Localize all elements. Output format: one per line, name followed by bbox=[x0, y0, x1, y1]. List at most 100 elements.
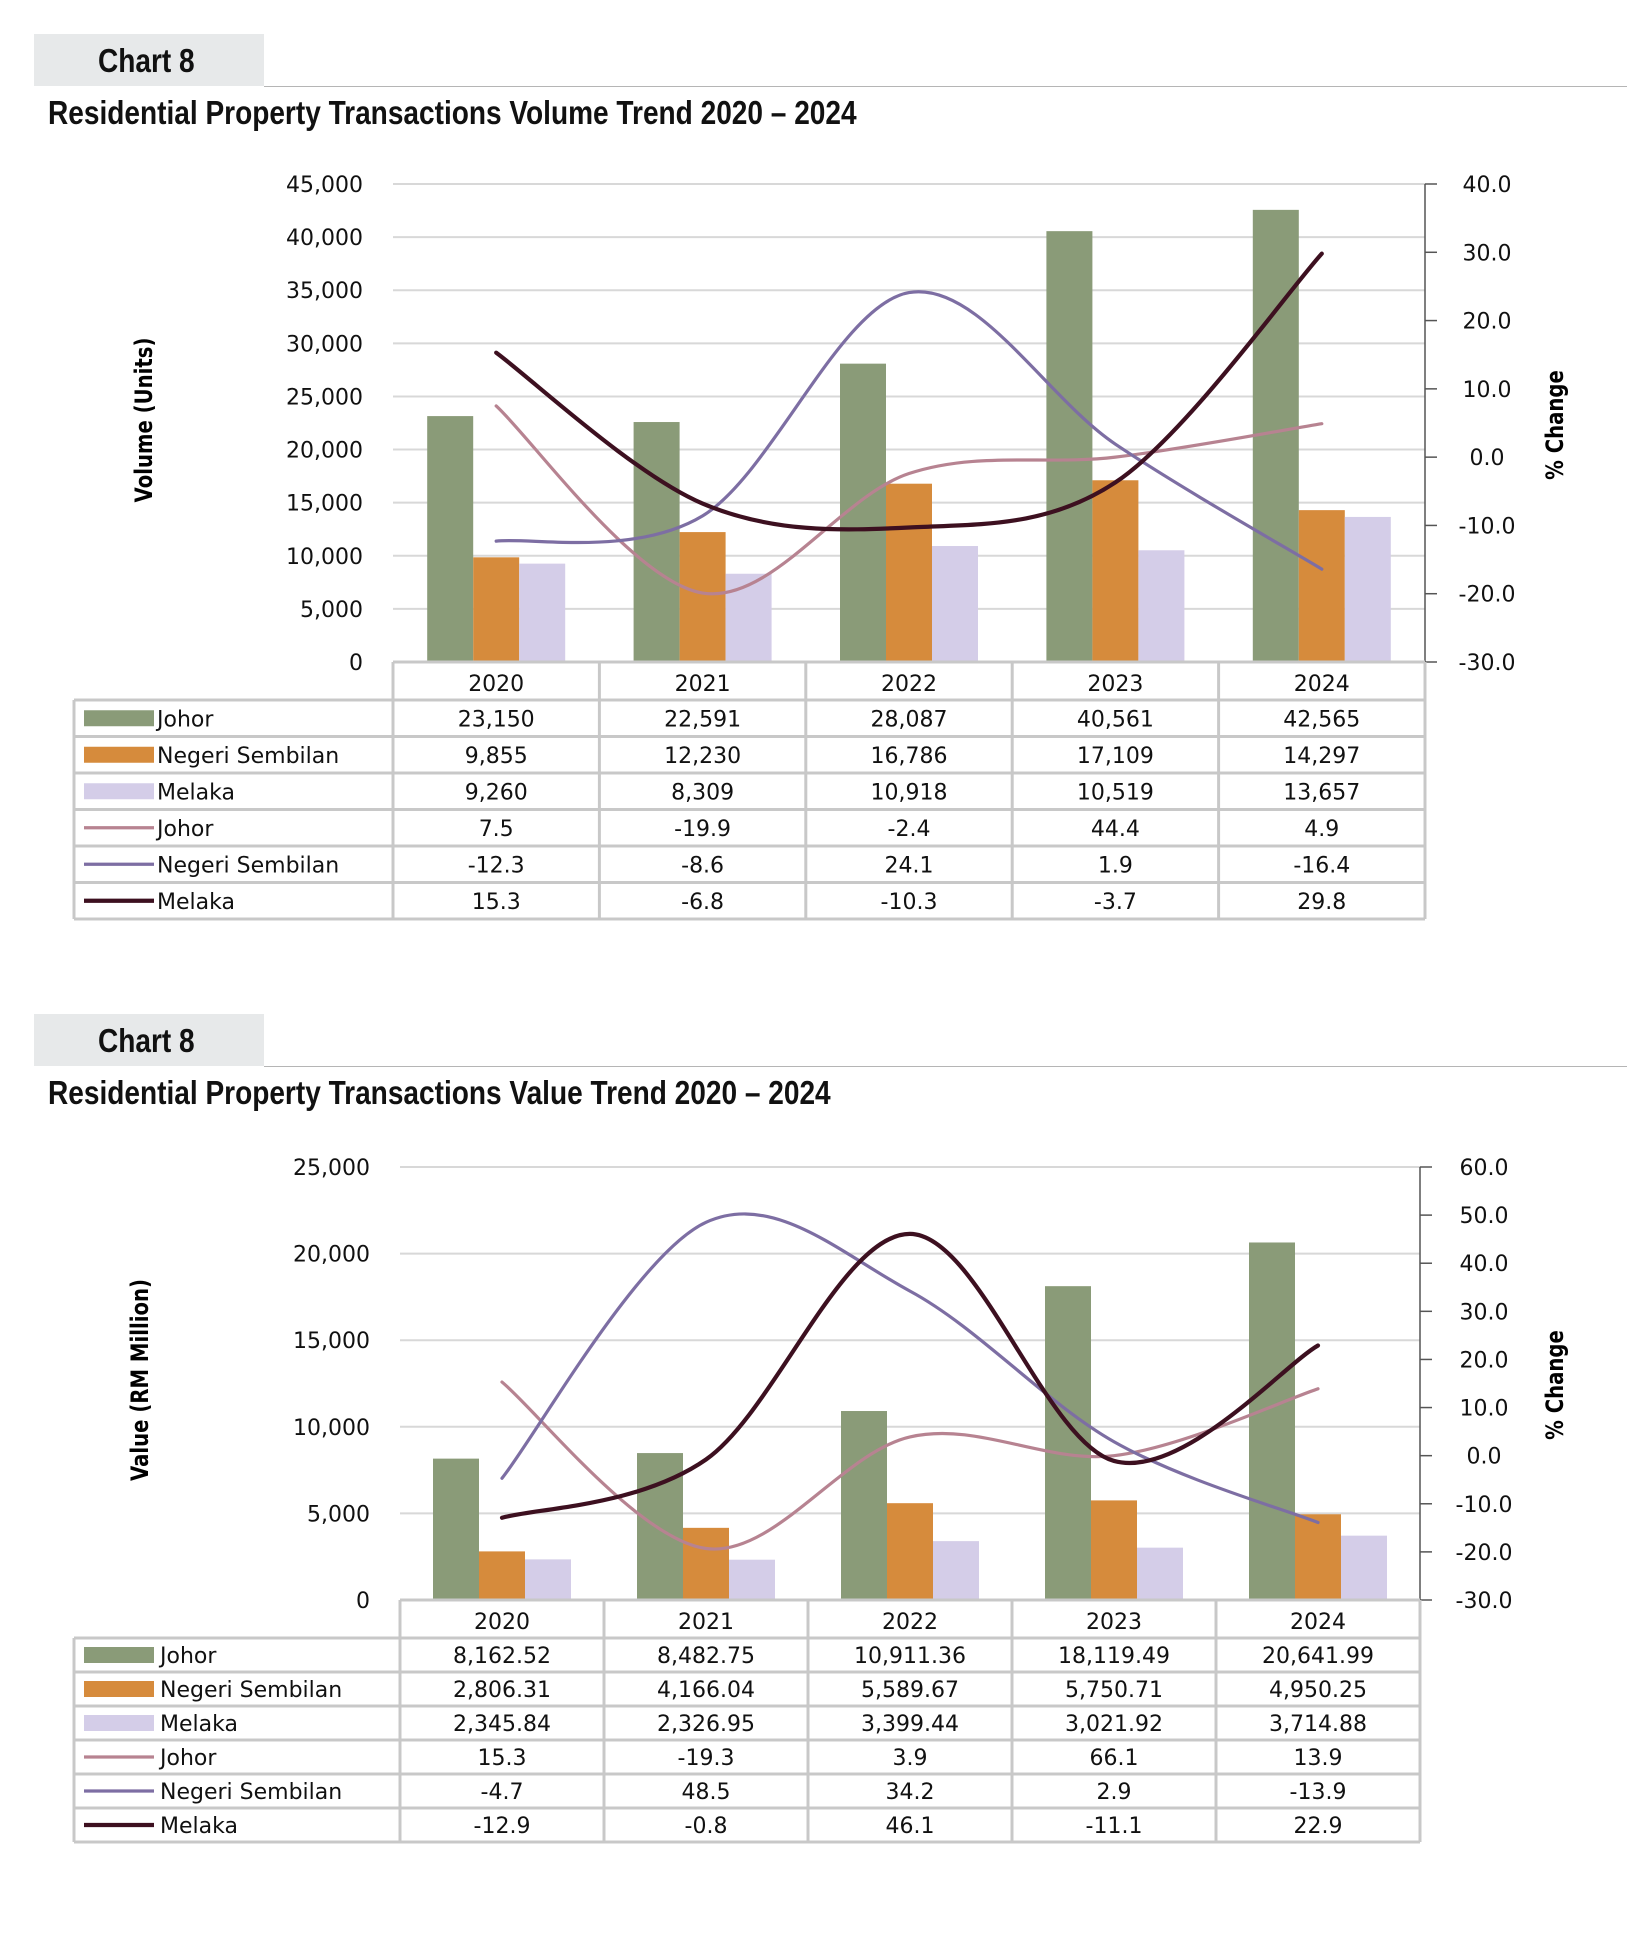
bar bbox=[887, 1503, 933, 1600]
y-axis-title: Volume (Units) bbox=[131, 338, 158, 503]
data-label: 9,855 bbox=[465, 744, 528, 769]
data-label: -11.1 bbox=[1086, 1814, 1143, 1839]
bar bbox=[473, 557, 520, 662]
legend-label: Johor bbox=[158, 1746, 217, 1771]
category-label: 2020 bbox=[474, 1610, 530, 1635]
y-tick-label: 40,000 bbox=[286, 226, 363, 251]
category-label: 2020 bbox=[468, 672, 524, 697]
data-label: -10.3 bbox=[881, 890, 938, 915]
legend-swatch bbox=[84, 710, 154, 727]
y2-tick-label: 60.0 bbox=[1460, 1156, 1509, 1181]
bar bbox=[1249, 1242, 1295, 1600]
bar bbox=[1344, 516, 1391, 662]
bar bbox=[729, 1559, 775, 1600]
data-label: 15.3 bbox=[478, 1746, 527, 1771]
bar-series bbox=[519, 516, 1391, 662]
data-label: -0.8 bbox=[685, 1814, 728, 1839]
chart-rule bbox=[264, 86, 1627, 87]
data-label: 2,326.95 bbox=[657, 1712, 755, 1737]
data-label: 3,714.88 bbox=[1269, 1712, 1367, 1737]
y-tick-label: 25,000 bbox=[286, 385, 363, 410]
legend-label: Melaka bbox=[160, 1814, 238, 1839]
category-label: 2024 bbox=[1290, 1610, 1346, 1635]
category-label: 2023 bbox=[1086, 1610, 1142, 1635]
data-label: 16,786 bbox=[871, 744, 948, 769]
data-label: -13.9 bbox=[1290, 1780, 1347, 1805]
data-label: 42,565 bbox=[1283, 707, 1360, 732]
bar bbox=[683, 1527, 729, 1600]
y-tick-label: 25,000 bbox=[293, 1156, 370, 1181]
data-label: -4.7 bbox=[481, 1780, 524, 1805]
y2-tick-label: 40.0 bbox=[1463, 173, 1512, 198]
data-label: 18,119.49 bbox=[1058, 1644, 1170, 1669]
data-label: 1.9 bbox=[1098, 853, 1133, 878]
y2-axis-title: % Change bbox=[1542, 1330, 1569, 1440]
y2-tick-label: -20.0 bbox=[1459, 583, 1516, 608]
category-label: 2021 bbox=[675, 672, 731, 697]
y2-axis-title: % Change bbox=[1542, 370, 1569, 480]
y2-tick-label: -30.0 bbox=[1459, 651, 1516, 676]
data-label: 24.1 bbox=[885, 853, 934, 878]
series-line bbox=[494, 251, 1324, 532]
data-label: 44.4 bbox=[1091, 817, 1140, 842]
y2-tick-label: 20.0 bbox=[1463, 310, 1512, 335]
y2-tick-label: -10.0 bbox=[1459, 514, 1516, 539]
bar-series bbox=[525, 1535, 1387, 1600]
bar bbox=[1341, 1535, 1387, 1600]
data-label: 22.9 bbox=[1294, 1814, 1343, 1839]
bar bbox=[932, 546, 978, 662]
y-tick-label: 5,000 bbox=[307, 1502, 370, 1527]
y-tick-label: 20,000 bbox=[293, 1243, 370, 1268]
data-label: 5,750.71 bbox=[1065, 1678, 1163, 1703]
data-label: 4,166.04 bbox=[657, 1678, 755, 1703]
chart-tab: Chart 8 bbox=[34, 1014, 264, 1066]
legend-label: Melaka bbox=[157, 890, 235, 915]
legend-label: Johor bbox=[155, 707, 214, 732]
bar bbox=[479, 1551, 525, 1600]
data-label: 3,021.92 bbox=[1065, 1712, 1163, 1737]
y-tick-label: 45,000 bbox=[286, 173, 363, 198]
data-label: 17,109 bbox=[1077, 744, 1154, 769]
legend-label: Melaka bbox=[160, 1712, 238, 1737]
data-label: 46.1 bbox=[886, 1814, 935, 1839]
bar-series bbox=[433, 1242, 1295, 1600]
legend-swatch bbox=[84, 1647, 154, 1663]
data-label: 12,230 bbox=[664, 744, 741, 769]
y-tick-label: 15,000 bbox=[286, 492, 363, 517]
data-label: -12.9 bbox=[474, 1814, 531, 1839]
y2-tick-label: 50.0 bbox=[1460, 1204, 1509, 1229]
y2-tick-label: 20.0 bbox=[1460, 1348, 1509, 1373]
data-label: 8,482.75 bbox=[657, 1644, 755, 1669]
data-label: 5,589.67 bbox=[861, 1678, 959, 1703]
y2-tick-label: -10.0 bbox=[1456, 1493, 1513, 1518]
data-label: 13.9 bbox=[1294, 1746, 1343, 1771]
legend-label: Johor bbox=[155, 817, 214, 842]
data-label: 29.8 bbox=[1297, 890, 1346, 915]
chart-rule bbox=[264, 1066, 1627, 1067]
legend-swatch bbox=[84, 746, 154, 763]
data-label: -16.4 bbox=[1293, 853, 1350, 878]
data-label: 28,087 bbox=[871, 707, 948, 732]
data-label: 20,641.99 bbox=[1262, 1644, 1374, 1669]
data-label: -19.9 bbox=[674, 817, 731, 842]
data-label: 34.2 bbox=[886, 1780, 935, 1805]
legend-label: Negeri Sembilan bbox=[160, 1780, 342, 1805]
bar bbox=[433, 1458, 479, 1600]
data-label: 3,399.44 bbox=[861, 1712, 959, 1737]
data-label: -8.6 bbox=[681, 853, 724, 878]
y2-tick-label: 10.0 bbox=[1460, 1397, 1509, 1422]
y-tick-label: 35,000 bbox=[286, 279, 363, 304]
legend-swatch bbox=[84, 1681, 154, 1697]
chart-title: Residential Property Transactions Value … bbox=[48, 1074, 831, 1111]
chart-title: Residential Property Transactions Volume… bbox=[48, 94, 857, 131]
value-chart: 0 5,000 10,000 15,000 20,000 25,000 -30.0 -20.0… bbox=[72, 1156, 1570, 1844]
bar bbox=[427, 416, 474, 662]
category-label: 2022 bbox=[882, 1610, 938, 1635]
y-tick-label: 10,000 bbox=[286, 545, 363, 570]
data-label: 14,297 bbox=[1283, 744, 1360, 769]
data-label: 4,950.25 bbox=[1269, 1678, 1367, 1703]
data-label: 2,345.84 bbox=[453, 1712, 551, 1737]
bar bbox=[1091, 1500, 1137, 1600]
y2-tick-label: 30.0 bbox=[1463, 241, 1512, 266]
legend-swatch bbox=[84, 1715, 154, 1731]
